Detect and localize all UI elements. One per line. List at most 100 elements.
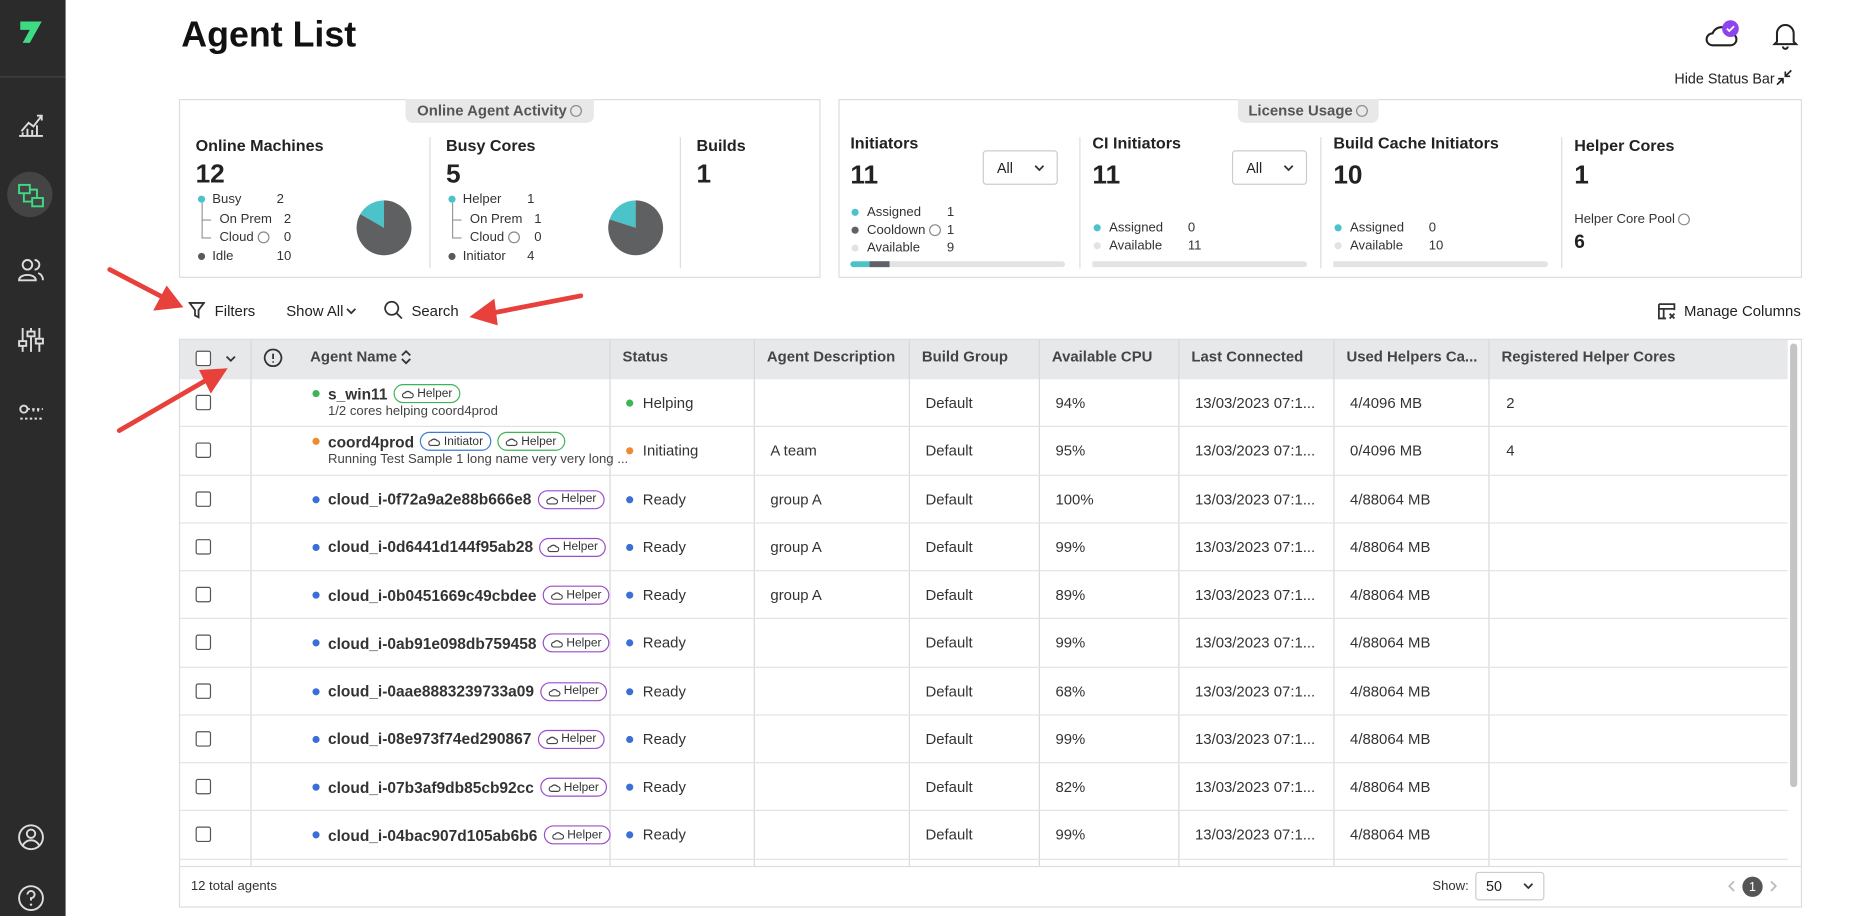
status-dot [626, 639, 634, 647]
column-header[interactable]: Build Group [921, 348, 1009, 365]
status-text: Ready [642, 778, 686, 796]
nav-settings[interactable] [17, 326, 46, 355]
agent-name[interactable]: cloud_i-08e973f74ed290867 [327, 730, 532, 749]
search-field[interactable]: Search [411, 302, 459, 320]
cpu-cell: 95% [1055, 442, 1086, 460]
column-header[interactable]: Last Connected [1191, 348, 1304, 365]
legend-dot [197, 252, 206, 261]
agent-tag-label: Initiator [443, 435, 484, 449]
scrollbar[interactable] [1790, 343, 1798, 788]
nav-help[interactable] [17, 884, 46, 913]
info-icon[interactable] [1356, 104, 1369, 117]
agent-table [178, 338, 1803, 908]
filter-select[interactable]: All [1231, 150, 1308, 185]
nav-users[interactable] [17, 255, 46, 284]
agent-name[interactable]: cloud_i-0d6441d144f95ab28 [327, 538, 534, 557]
prev-page[interactable] [1727, 880, 1735, 892]
row-checkbox[interactable] [195, 730, 212, 747]
row-checkbox[interactable] [195, 826, 212, 843]
legend-value: 0 [1187, 220, 1196, 235]
row-divider [180, 666, 1788, 668]
info-icon[interactable] [1678, 213, 1691, 226]
column-header[interactable]: Agent Name [310, 348, 398, 365]
row-checkbox[interactable] [195, 394, 212, 411]
row-checkbox[interactable] [195, 778, 212, 795]
column-header[interactable]: Status [622, 348, 669, 365]
agent-name[interactable]: s_win11 [327, 384, 388, 403]
usage-bar-segment [889, 261, 1065, 268]
status-cell: Ready [626, 587, 686, 604]
row-checkbox[interactable] [195, 634, 212, 651]
current-page[interactable]: 1 [1742, 876, 1763, 897]
info-icon[interactable] [507, 231, 520, 244]
show-dropdown[interactable]: Show All [286, 302, 344, 320]
info-icon[interactable] [257, 231, 270, 244]
usage-bar-segment [1092, 261, 1308, 268]
legend-label-text: Cloud [469, 230, 505, 245]
agent-name[interactable]: cloud_i-0b0451669c49cbdee [327, 586, 537, 605]
row-divider [180, 762, 1788, 764]
filters-button[interactable]: Filters [214, 302, 256, 320]
nav-license[interactable] [17, 397, 46, 426]
tag-icon-path [545, 736, 558, 745]
agent-tag: Initiator [420, 432, 492, 452]
row-checkbox[interactable] [195, 442, 212, 459]
select-menu-chevron[interactable] [225, 355, 236, 363]
filter-select[interactable]: All [982, 150, 1058, 185]
agent-name[interactable]: cloud_i-07b3af9db85cb92cc [327, 778, 534, 797]
agent-name[interactable]: cloud_i-0f72a9a2e88b666e8 [327, 490, 532, 509]
next-page[interactable] [1770, 880, 1778, 892]
row-checkbox[interactable] [195, 538, 212, 555]
nav-agents[interactable] [17, 181, 46, 210]
status-dot [312, 783, 320, 791]
nav-agents-active[interactable] [7, 171, 53, 218]
agent-name[interactable]: cloud_i-04bac907d105ab6b6 [327, 826, 538, 845]
chevron-path [1034, 164, 1045, 171]
legend-label-text: Cooldown [867, 223, 926, 238]
status-cell: Ready [626, 683, 686, 700]
logo[interactable] [18, 19, 44, 45]
tree-line [201, 202, 203, 239]
tree-branch [201, 237, 212, 239]
last-connected-cell: 13/03/2023 07:1... [1194, 538, 1316, 556]
column-border [753, 339, 755, 866]
tree-branch [451, 219, 462, 221]
column-header[interactable]: Available CPU [1051, 348, 1153, 365]
sort-icon[interactable] [401, 349, 412, 365]
agent-tag-label: Helper [563, 684, 599, 698]
notifications-icon[interactable] [1772, 21, 1799, 50]
nav-analytics[interactable] [17, 110, 46, 139]
agent-name[interactable]: coord4prod [327, 432, 415, 451]
tag-icon [505, 439, 518, 447]
manage-columns-icon[interactable] [1658, 303, 1676, 320]
status-info-icon[interactable] [263, 348, 283, 368]
legend-value: 1 [527, 192, 535, 207]
page-size-select[interactable]: 50 [1475, 871, 1545, 901]
agent-tag: Helper [497, 432, 565, 452]
column-header[interactable]: Agent Description [766, 348, 896, 365]
agent-name[interactable]: cloud_i-0ab91e098db759458 [327, 634, 537, 653]
legend-label-text: Available [1109, 238, 1163, 253]
chevron[interactable] [346, 308, 357, 315]
nav-profile[interactable] [17, 823, 46, 852]
info-icon[interactable] [928, 224, 941, 237]
column-header[interactable]: Used Helpers Ca... [1346, 348, 1478, 365]
hide-status-bar[interactable]: Hide Status Bar [1674, 70, 1775, 88]
column-header[interactable]: Registered Helper Cores [1501, 348, 1676, 365]
legend-label: On Prem [219, 212, 271, 226]
filter-icon[interactable] [188, 302, 206, 320]
row-checkbox[interactable] [195, 682, 212, 699]
last-connected-cell: 13/03/2023 07:1... [1194, 634, 1316, 652]
select-all-checkbox[interactable] [195, 350, 212, 367]
info-icon[interactable] [570, 104, 583, 117]
agent-name[interactable]: cloud_i-0aae8883239733a09 [327, 682, 534, 701]
cpu-cell: 100% [1055, 490, 1094, 508]
manage-columns-button[interactable]: Manage Columns [1683, 302, 1801, 320]
collapse-icon[interactable] [1776, 69, 1793, 86]
row-checkbox[interactable] [195, 490, 212, 507]
row-checkbox[interactable] [195, 586, 212, 603]
cloud-status-icon[interactable] [1704, 19, 1740, 50]
cpu-cell: 94% [1055, 394, 1086, 412]
search-icon[interactable] [384, 300, 403, 320]
annotation-arrowhead [153, 285, 184, 311]
